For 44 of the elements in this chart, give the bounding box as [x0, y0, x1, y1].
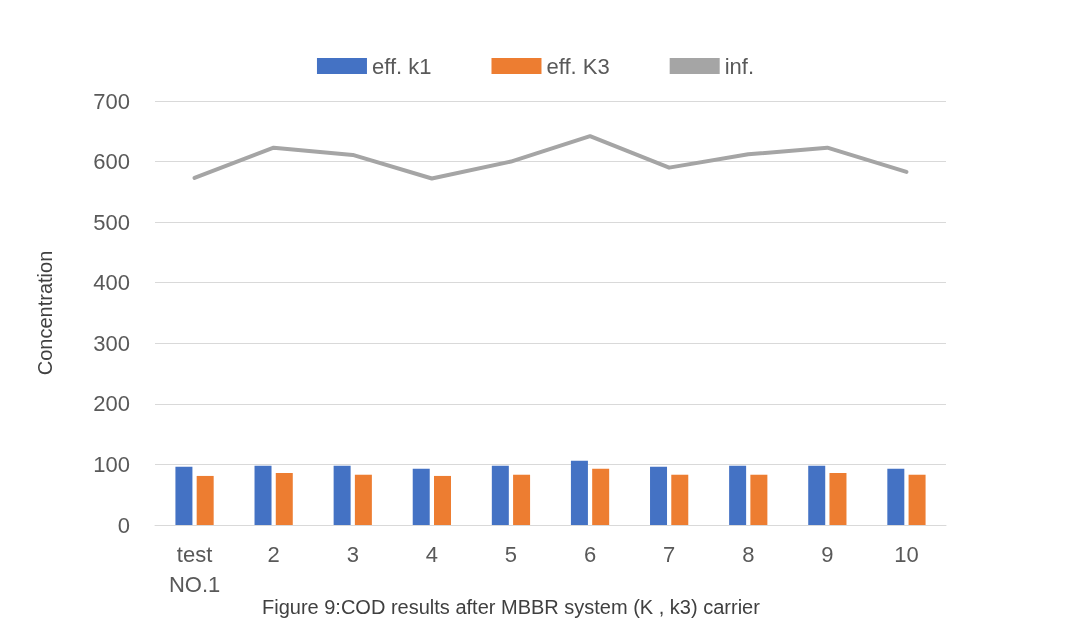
- bar: [750, 474, 768, 525]
- x-tick-label: 5: [504, 541, 518, 567]
- x-tick-label: 6: [583, 541, 597, 567]
- legend-label: eff. K3: [546, 53, 610, 79]
- bar: [829, 472, 847, 525]
- bar: [729, 465, 747, 525]
- bar: [433, 475, 451, 525]
- y-axis-title: Concentration: [34, 250, 56, 376]
- x-tick-label: 7: [663, 541, 676, 567]
- bar: [650, 466, 668, 525]
- y-tick-label: 100: [93, 451, 130, 477]
- bar: [808, 465, 826, 525]
- x-tick-label: 9: [821, 541, 834, 567]
- line-series: [192, 134, 909, 181]
- bar: [908, 474, 926, 525]
- y-tick-label: 500: [93, 209, 130, 235]
- bar: [592, 468, 610, 525]
- y-tick-label: 300: [93, 330, 130, 356]
- bar: [570, 460, 588, 525]
- bar: [196, 475, 214, 525]
- bar: [491, 465, 509, 525]
- bar: [887, 468, 905, 525]
- bar: [175, 466, 193, 525]
- y-tick-label: 700: [93, 88, 130, 114]
- bar: [412, 468, 430, 525]
- legend-label: eff. k1: [371, 53, 432, 79]
- bar: [254, 465, 272, 525]
- bar: [275, 472, 293, 525]
- x-tick-label: 3: [346, 541, 359, 567]
- y-tick-label: 200: [93, 391, 130, 417]
- x-tick-label: test NO.1: [168, 541, 221, 597]
- x-tick-label: 4: [425, 541, 438, 567]
- y-tick-label: 400: [93, 270, 130, 296]
- bar: [513, 474, 531, 525]
- legend-label: inf.: [724, 53, 755, 79]
- y-tick-label: 0: [117, 512, 130, 538]
- x-tick-label: 10: [894, 541, 919, 567]
- x-tick-label: 2: [267, 541, 280, 567]
- y-tick-label: 600: [93, 149, 130, 175]
- bar: [354, 474, 372, 525]
- caption: Figure 9:COD results after MBBR system (K , k3) carrier: [262, 596, 761, 618]
- bar: [671, 474, 689, 525]
- bar: [333, 465, 351, 525]
- x-tick-label: 8: [742, 541, 755, 567]
